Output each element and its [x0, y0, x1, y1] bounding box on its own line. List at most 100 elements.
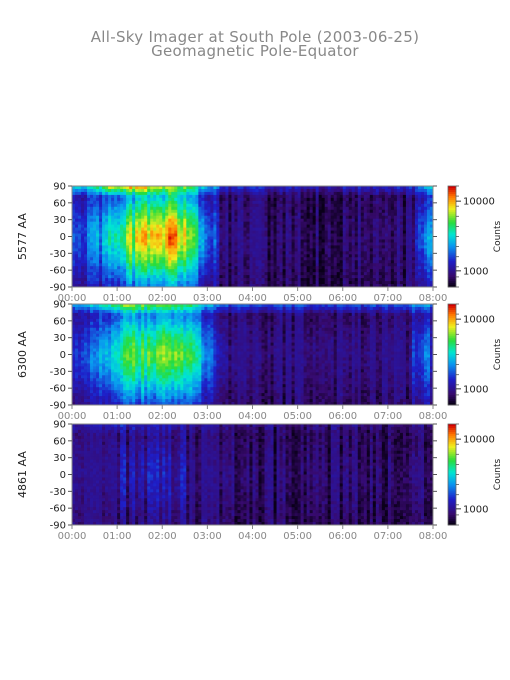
heatmap-cell	[318, 224, 323, 228]
heatmap-cell	[138, 275, 142, 279]
heatmap-cell	[96, 387, 100, 391]
heatmap-cell	[93, 188, 97, 193]
heatmap-cell	[111, 393, 115, 397]
heatmap-cell	[423, 245, 428, 249]
heatmap-cell	[363, 275, 368, 279]
heatmap-cell	[408, 269, 413, 273]
heatmap-cell	[372, 248, 377, 252]
heatmap-cell	[114, 242, 118, 246]
heatmap-cell	[375, 191, 380, 196]
heatmap-cell	[87, 354, 91, 358]
heatmap-cell	[195, 248, 199, 252]
heatmap-cell	[219, 251, 223, 255]
heatmap-cell	[210, 200, 214, 205]
heatmap-cell	[138, 209, 142, 214]
heatmap-cell	[348, 245, 353, 249]
heatmap-cell	[255, 236, 259, 240]
heatmap-cell	[162, 186, 166, 190]
heatmap-cell	[141, 188, 145, 193]
heatmap-cell	[315, 260, 320, 264]
heatmap-cell	[309, 212, 314, 217]
heatmap-cell	[312, 278, 317, 282]
heatmap-cell	[147, 212, 151, 217]
heatmap-cell	[246, 254, 250, 258]
heatmap-cell	[111, 257, 115, 261]
heatmap-cell	[225, 281, 229, 285]
heatmap-cell	[234, 251, 238, 255]
heatmap-cell	[213, 203, 217, 208]
heatmap-cell	[225, 230, 229, 234]
heatmap-cell	[123, 318, 127, 323]
heatmap-cell	[195, 254, 199, 258]
heatmap-cell	[366, 230, 371, 234]
heatmap-cell	[72, 357, 76, 361]
heatmap-cell	[102, 248, 106, 252]
heatmap-cell	[213, 206, 217, 211]
heatmap-cell	[399, 221, 404, 226]
heatmap-cell	[195, 188, 199, 193]
heatmap-cell	[168, 203, 172, 208]
heatmap-cell	[114, 281, 118, 285]
heatmap-cell	[186, 257, 190, 261]
heatmap-cell	[381, 188, 386, 193]
heatmap-cell	[339, 242, 344, 246]
heatmap-cell	[216, 284, 220, 288]
heatmap-cell	[153, 272, 157, 276]
heatmap-cell	[87, 360, 91, 364]
heatmap-cell	[87, 304, 91, 308]
heatmap-cell	[264, 248, 268, 252]
heatmap-cell	[87, 251, 91, 255]
heatmap-cell	[429, 236, 434, 240]
heatmap-cell	[222, 227, 226, 231]
heatmap-cell	[234, 275, 238, 279]
heatmap-cell	[273, 236, 277, 240]
heatmap-cell	[222, 218, 226, 223]
heatmap-cell	[384, 224, 389, 228]
heatmap-cell	[132, 236, 136, 240]
heatmap-cell	[402, 284, 407, 288]
heatmap-cell	[228, 215, 232, 220]
heatmap-cell	[102, 333, 106, 338]
heatmap-cell	[417, 260, 422, 264]
heatmap-cell	[156, 248, 160, 252]
heatmap-cell	[258, 245, 262, 249]
heatmap-cell	[240, 269, 244, 273]
heatmap-cell	[99, 203, 103, 208]
heatmap-cell	[117, 212, 121, 217]
heatmap-cell	[264, 218, 268, 223]
heatmap-cell	[393, 263, 398, 267]
heatmap-cell	[372, 224, 377, 228]
heatmap-cell	[78, 206, 82, 211]
heatmap-cell	[273, 275, 277, 279]
heatmap-cell	[366, 266, 371, 270]
heatmap-cell	[159, 239, 163, 243]
heatmap-cell	[384, 227, 389, 231]
heatmap-cell	[294, 254, 299, 258]
heatmap-cell	[288, 224, 293, 228]
heatmap-cell	[393, 269, 398, 273]
heatmap-cell	[144, 251, 148, 255]
heatmap-cell	[327, 269, 332, 273]
heatmap-cell	[90, 224, 94, 228]
heatmap-cell	[87, 309, 91, 314]
heatmap-cell	[273, 186, 277, 190]
heatmap-cell	[246, 206, 250, 211]
heatmap-cell	[126, 315, 130, 320]
heatmap-cell	[99, 369, 103, 373]
heatmap-cell	[207, 278, 211, 282]
heatmap-cell	[429, 227, 434, 231]
heatmap-cell	[87, 381, 91, 385]
heatmap-cell	[243, 194, 247, 199]
heatmap-cell	[150, 212, 154, 217]
heatmap-cell	[156, 257, 160, 261]
heatmap-cell	[198, 197, 202, 202]
heatmap-cell	[339, 200, 344, 205]
heatmap-cell	[312, 233, 317, 237]
heatmap-cell	[126, 263, 130, 267]
heatmap-cell	[156, 272, 160, 276]
heatmap-cell	[84, 233, 88, 237]
heatmap-cell	[327, 194, 332, 199]
colorbar-swatch	[448, 246, 456, 250]
heatmap-cell	[315, 186, 320, 190]
heatmap-cell	[222, 215, 226, 220]
